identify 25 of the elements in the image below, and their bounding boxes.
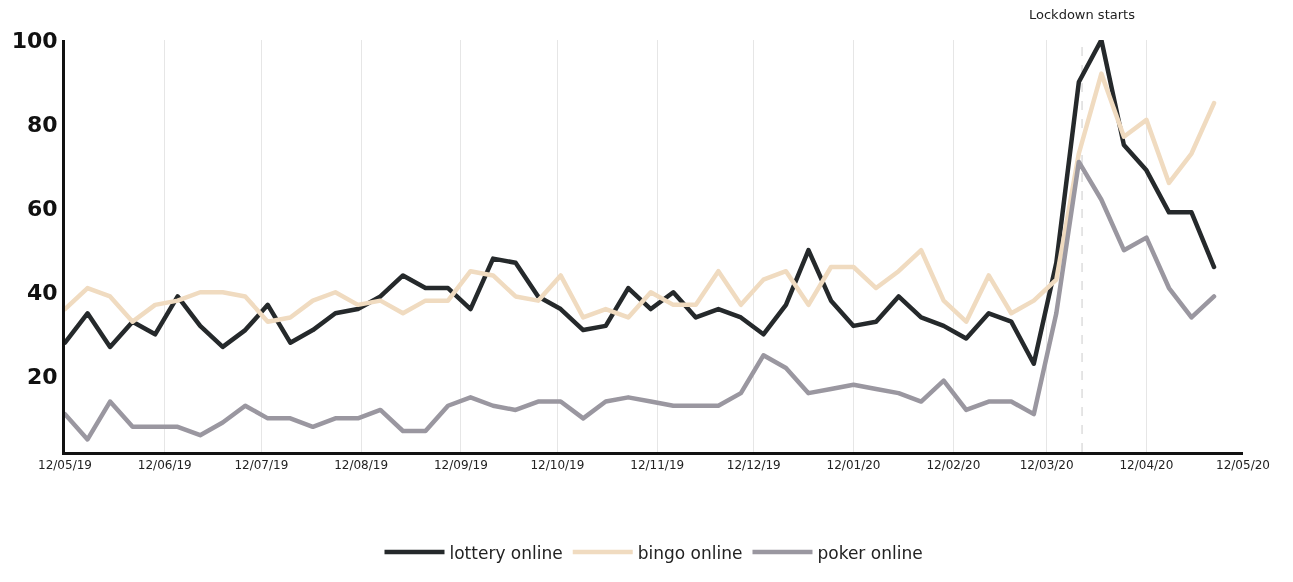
y-tick-label: 100 [11, 27, 58, 53]
legend-label: lottery online [449, 542, 563, 563]
y-tick-label: 60 [26, 195, 58, 221]
x-tick-label: 12/12/19 [726, 458, 781, 473]
line-series [65, 159, 1217, 442]
x-tick-label: 12/04/20 [1119, 458, 1174, 473]
x-tick-label: 12/03/20 [1019, 458, 1074, 473]
x-tick-label: 12/06/19 [137, 458, 192, 473]
legend-label: poker online [817, 542, 923, 563]
x-tick-label: 12/05/19 [38, 458, 92, 473]
ref-line-label: Lockdown starts [1029, 7, 1136, 22]
y-tick-label: 80 [26, 111, 58, 137]
legend-label: bingo online [637, 542, 743, 563]
x-tick-label: 12/07/19 [234, 458, 289, 473]
x-tick-label: 12/01/20 [826, 458, 881, 473]
y-tick-label: 20 [26, 364, 58, 390]
x-tick-label: 12/11/19 [630, 458, 685, 473]
x-tick-label: 12/02/20 [926, 458, 981, 473]
x-tick-label: 12/05/20 [1216, 458, 1270, 473]
line-series [65, 40, 1217, 366]
line-series [65, 71, 1217, 324]
x-tick-label: 12/10/19 [530, 458, 585, 473]
y-tick-label: 40 [26, 279, 58, 305]
x-tick-label: 12/08/19 [334, 458, 389, 473]
x-tick-label: 12/09/19 [433, 458, 488, 473]
